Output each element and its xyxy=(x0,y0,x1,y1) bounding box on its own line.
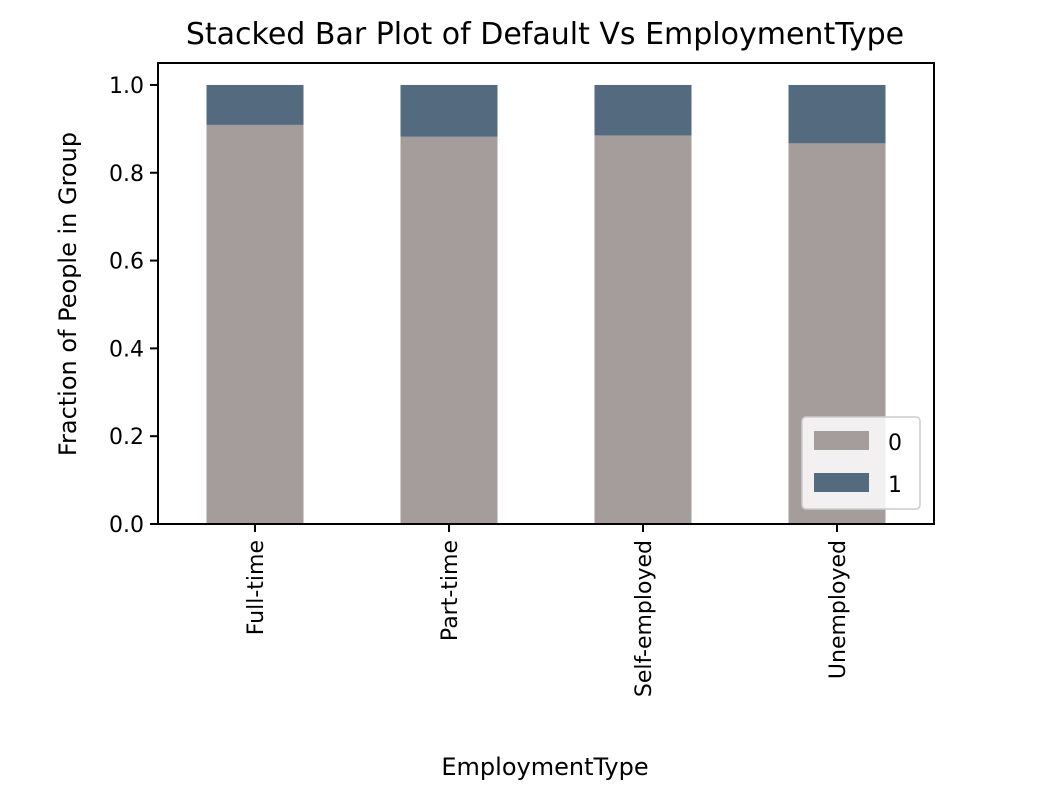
legend: 0 1 xyxy=(801,416,921,510)
bar-full-time-series-1 xyxy=(206,84,304,125)
bar-full-time-series-0 xyxy=(206,124,304,525)
y-axis: 0.0 0.2 0.4 0.6 0.8 1.0 xyxy=(109,74,158,538)
x-tick-label: Unemployed xyxy=(826,540,851,679)
legend-swatch-1 xyxy=(814,473,869,492)
y-tick-label: 1.0 xyxy=(109,74,144,99)
x-tick-label: Self-employed xyxy=(632,540,657,697)
bar-self-employed-series-0 xyxy=(594,135,692,524)
plot-frame xyxy=(157,62,935,525)
y-tick-label: 0.2 xyxy=(109,425,144,450)
legend-swatch-0 xyxy=(814,431,869,450)
y-tick-label: 0.4 xyxy=(109,337,144,362)
bar-part-time-series-1 xyxy=(400,84,498,137)
x-tick-label: Part-time xyxy=(438,540,463,641)
chart-title: Stacked Bar Plot of Default Vs Employmen… xyxy=(186,17,904,52)
bar-self-employed-series-1 xyxy=(594,84,692,136)
y-tick-label: 0.0 xyxy=(109,513,144,538)
x-tick-label: Full-time xyxy=(244,540,269,635)
legend-label-0: 0 xyxy=(888,431,902,456)
bars-layer xyxy=(206,84,886,525)
legend-box xyxy=(801,416,921,510)
bar-unemployed-series-1 xyxy=(788,84,886,144)
x-axis: Full-time Part-time Self-employed Unemploye… xyxy=(244,524,851,697)
y-tick-label: 0.6 xyxy=(109,250,144,275)
bar-part-time-series-0 xyxy=(400,136,498,524)
y-axis-label: Fraction of People in Group xyxy=(54,132,82,456)
y-tick-label: 0.8 xyxy=(109,162,144,187)
x-axis-label: EmploymentType xyxy=(441,753,648,781)
legend-label-1: 1 xyxy=(888,473,902,498)
